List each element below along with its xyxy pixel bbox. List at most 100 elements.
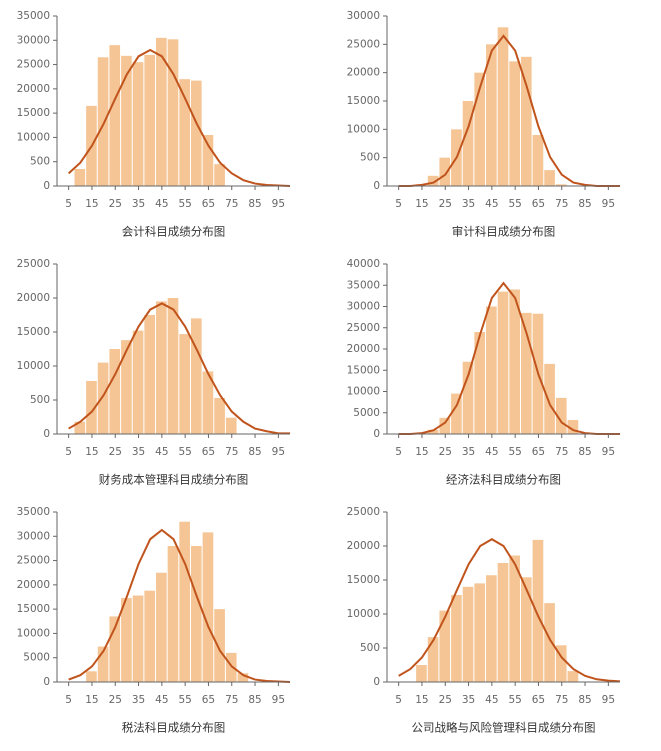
x-tick-label: 15 [85,446,98,458]
chart-title: 税法科目成绩分布图 [122,721,226,735]
x-tick-label: 55 [178,198,191,210]
y-tick-label: 15000 [17,326,50,338]
x-tick-label: 95 [272,198,285,210]
x-tick-label: 65 [532,446,545,458]
x-tick-label: 45 [155,198,168,210]
chart-title: 会计科目成绩分布图 [122,225,226,239]
y-tick-label: 20000 [17,292,50,304]
bar [439,157,451,186]
bar [132,62,144,187]
x-tick-label: 5 [65,198,72,210]
x-tick-label: 25 [109,446,122,458]
bar [544,363,555,434]
bar [74,421,86,434]
y-tick-label: 10000 [347,608,380,620]
panel: 0 5000 10000 15000 20000 25000 30000 35000 5 15 25… [17,506,291,735]
y-tick-label: 0 [373,676,380,688]
x-tick-label: 65 [532,198,545,210]
x-tick-label: 15 [415,198,428,210]
y-tick-label: 5000 [23,652,50,664]
y-tick-label: 0 [43,180,50,192]
bar [202,532,214,682]
panel: 0 500 10000 15000 20000 25000 5 15 25 35 45 55 65 75 8… [347,506,621,735]
x-tick-label: 45 [155,446,168,458]
bar [532,135,544,186]
bar [509,555,520,682]
bar [474,332,486,434]
chart-title: 审计科目成绩分布图 [452,225,556,239]
bar [202,371,214,434]
bar [474,72,486,186]
x-tick-label: 75 [555,198,568,210]
bar [474,583,486,682]
x-tick-label: 65 [202,694,215,706]
y-tick-label: 35000 [347,279,380,291]
x-tick-label: 5 [65,694,72,706]
x-tick-label: 35 [462,694,475,706]
fit-curve [398,281,620,435]
x-tick-label: 95 [272,446,285,458]
bar [567,419,579,434]
bar [416,665,427,682]
fit-curve [68,528,291,683]
panel: 0 500 10000 15000 20000 25000 5 15 25 35 45 55 65 75 8… [17,258,290,487]
bar [144,54,156,186]
bar [486,575,497,682]
bar [451,594,462,682]
bar [520,577,532,682]
x-tick-label: 15 [85,694,98,706]
y-tick-label: 20000 [17,579,50,591]
chart-title: 财务成本管理科目成绩分布图 [99,473,249,487]
x-tick-label: 55 [178,694,191,706]
bar [97,57,109,187]
panel: 0 500 10000 15000 20000 25000 30000 35000 5 15 25 3… [17,10,291,239]
x-tick-label: 45 [485,694,498,706]
bar [179,521,190,682]
y-tick-label: 30000 [347,10,380,22]
bar [144,590,156,682]
x-tick-label: 65 [532,694,545,706]
chart-title: 经济法科目成绩分布图 [446,473,561,487]
y-tick-label: 25000 [17,258,50,270]
bar [225,652,237,682]
fit-curve [67,48,291,187]
bar [497,563,509,682]
x-tick-label: 5 [395,198,402,210]
bar [439,610,451,682]
y-tick-label: 10000 [17,131,50,143]
x-tick-label: 85 [578,694,591,706]
bar [520,312,532,434]
y-tick-label: 25000 [347,506,380,518]
bar [509,289,520,434]
y-tick-label: 20000 [17,83,50,95]
x-tick-label: 35 [462,198,475,210]
x-tick-label: 25 [439,198,452,210]
bar [156,37,167,186]
y-tick-label: 25000 [347,322,380,334]
x-tick-label: 45 [485,446,498,458]
bar [520,56,532,186]
bar [132,595,144,682]
bar [156,572,167,682]
x-tick-label: 55 [508,446,521,458]
x-tick-label: 15 [415,446,428,458]
bar [109,349,121,434]
x-tick-label: 25 [439,694,452,706]
x-tick-label: 35 [462,446,475,458]
bar [121,340,132,434]
y-tick-label: 10000 [17,627,50,639]
x-tick-label: 45 [485,198,498,210]
bar [567,671,579,682]
bar [179,79,190,186]
y-tick-label: 25000 [17,59,50,71]
y-tick-label: 40000 [347,258,380,270]
y-tick-label: 15000 [347,574,380,586]
x-tick-label: 55 [508,198,521,210]
bar [427,637,439,682]
bar [156,301,167,434]
y-tick-label: 0 [373,428,380,440]
bar [544,170,555,186]
x-tick-label: 95 [602,446,615,458]
bar [451,393,462,434]
